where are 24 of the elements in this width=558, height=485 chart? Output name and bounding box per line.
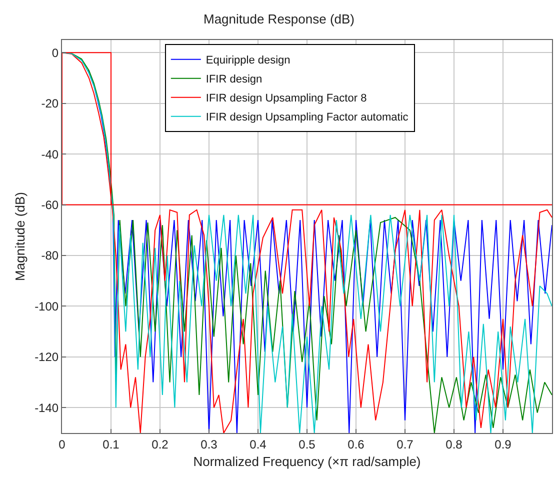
legend-label: IFIR design Upsampling Factor 8 xyxy=(206,92,367,105)
y-tick-label: -140 xyxy=(34,400,59,415)
x-tick-label: 0.1 xyxy=(102,437,120,452)
y-tick-label: 0 xyxy=(52,46,59,60)
y-tick-label: -120 xyxy=(34,350,59,364)
chart-title: Magnitude Response (dB) xyxy=(203,12,355,27)
x-tick-label: 0.7 xyxy=(396,437,414,452)
legend-label: Equiripple design xyxy=(206,54,290,67)
legend-label: IFIR design Upsampling Factor automatic xyxy=(206,112,409,124)
y-tick-label: -60 xyxy=(41,198,59,212)
x-tick-label: 0.4 xyxy=(250,437,267,452)
x-tick-label: 0.6 xyxy=(348,437,365,452)
x-tick-label: 0.8 xyxy=(446,437,463,452)
y-tick-label: -80 xyxy=(41,248,59,263)
x-tick-label: 0.3 xyxy=(200,437,218,452)
y-axis-title: Magnitude (dB) xyxy=(12,192,28,281)
y-tick-label: -100 xyxy=(34,299,59,314)
legend-label: IFIR design xyxy=(206,74,262,86)
y-tick-label: -40 xyxy=(41,147,59,162)
x-tick-label: 0.9 xyxy=(494,437,512,452)
x-axis-title: Normalized Frequency (×π rad/sample) xyxy=(193,454,421,469)
y-tick-label: -20 xyxy=(41,96,59,111)
x-tick-label: 0.2 xyxy=(152,437,169,452)
x-tick-label: 0.5 xyxy=(298,437,316,452)
